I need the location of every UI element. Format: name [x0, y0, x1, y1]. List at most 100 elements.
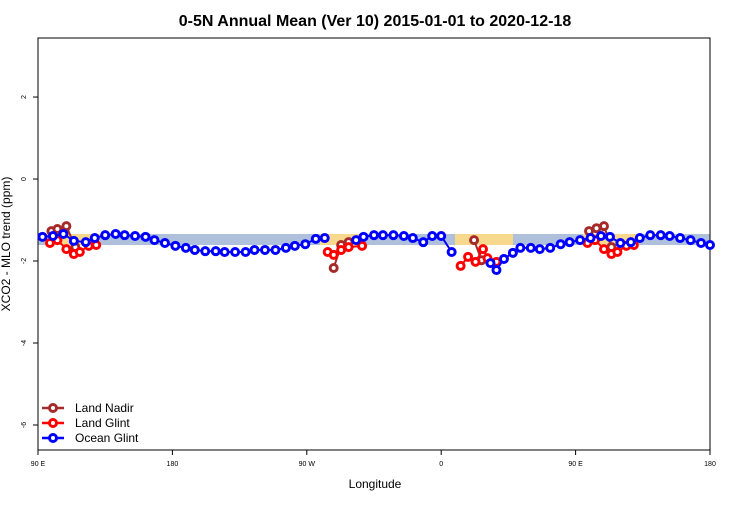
legend-marker: [48, 403, 58, 413]
point: [485, 258, 496, 269]
point: [189, 244, 200, 255]
point: [634, 233, 645, 244]
point: [463, 251, 474, 262]
x-axis-label: Longitude: [349, 477, 402, 491]
y-tick-label: 2: [21, 95, 28, 99]
chart-title: 0-5N Annual Mean (Ver 10) 2015-01-01 to …: [179, 13, 572, 30]
point: [664, 231, 675, 242]
x-tick-label: 180: [704, 461, 716, 468]
point: [555, 239, 566, 250]
point: [585, 233, 596, 244]
point: [80, 237, 91, 248]
x-tick-label: 90 E: [568, 461, 583, 468]
y-tick-label: -4: [21, 340, 28, 346]
point: [645, 230, 656, 241]
y-tick-label: -2: [21, 258, 28, 264]
point: [289, 240, 300, 251]
point: [455, 260, 466, 271]
point: [180, 242, 191, 253]
point: [369, 230, 379, 241]
point: [240, 246, 251, 257]
point: [358, 231, 369, 242]
point: [625, 237, 636, 248]
point: [446, 246, 457, 257]
point: [469, 235, 480, 246]
legend-marker: [48, 433, 58, 443]
y-tick-label: 0: [21, 177, 28, 181]
x-tick-label: 90 W: [299, 461, 316, 468]
point: [219, 246, 230, 257]
point: [604, 231, 615, 242]
point: [575, 235, 586, 246]
point: [100, 230, 111, 241]
point: [564, 237, 575, 248]
point: [598, 244, 609, 255]
point: [525, 242, 536, 253]
point: [119, 230, 130, 241]
legend-marker: [48, 418, 58, 428]
point: [478, 244, 489, 255]
point: [407, 233, 418, 244]
legend-label: Land Nadir: [75, 401, 134, 415]
point: [259, 244, 270, 255]
y-axis-label: XCO2 - MLO trend (ppm): [0, 177, 13, 312]
point: [58, 228, 69, 239]
point: [110, 228, 121, 239]
point: [470, 256, 481, 267]
legend-label: Land Glint: [75, 416, 130, 430]
point: [249, 244, 260, 255]
point: [159, 237, 170, 248]
point: [612, 246, 623, 257]
point: [149, 235, 160, 246]
point: [685, 235, 696, 246]
point: [270, 244, 281, 255]
point: [595, 231, 606, 242]
point: [357, 240, 368, 251]
land-band: [320, 234, 365, 245]
point: [545, 242, 556, 253]
y-tick-label: -6: [21, 422, 28, 428]
point: [398, 231, 409, 242]
point: [436, 231, 447, 242]
point: [388, 230, 399, 241]
land-band: [455, 234, 513, 245]
point: [351, 235, 362, 246]
point: [336, 244, 347, 255]
point: [68, 235, 79, 246]
point: [37, 231, 48, 242]
point: [427, 231, 438, 242]
point: [52, 224, 63, 235]
point: [130, 231, 141, 242]
point: [655, 230, 666, 241]
x-tick-label: 180: [167, 461, 179, 468]
point: [210, 246, 221, 257]
point: [200, 246, 211, 257]
point: [328, 262, 339, 273]
point: [598, 221, 609, 232]
point: [491, 265, 502, 276]
point: [61, 244, 72, 255]
point: [507, 247, 518, 258]
point: [89, 233, 100, 244]
point: [140, 231, 151, 242]
point: [591, 223, 602, 234]
point: [74, 246, 85, 257]
x-tick-label: 90 E: [31, 461, 46, 468]
x-tick-label: 0: [439, 461, 443, 468]
point: [328, 249, 339, 260]
point: [319, 233, 330, 244]
point: [47, 231, 58, 242]
point: [343, 242, 354, 253]
point: [61, 221, 72, 232]
point: [170, 240, 181, 251]
point: [515, 242, 526, 253]
point: [280, 242, 291, 253]
point: [696, 237, 707, 248]
point: [675, 233, 686, 244]
point: [230, 246, 241, 257]
point: [615, 237, 626, 248]
point: [418, 237, 429, 248]
